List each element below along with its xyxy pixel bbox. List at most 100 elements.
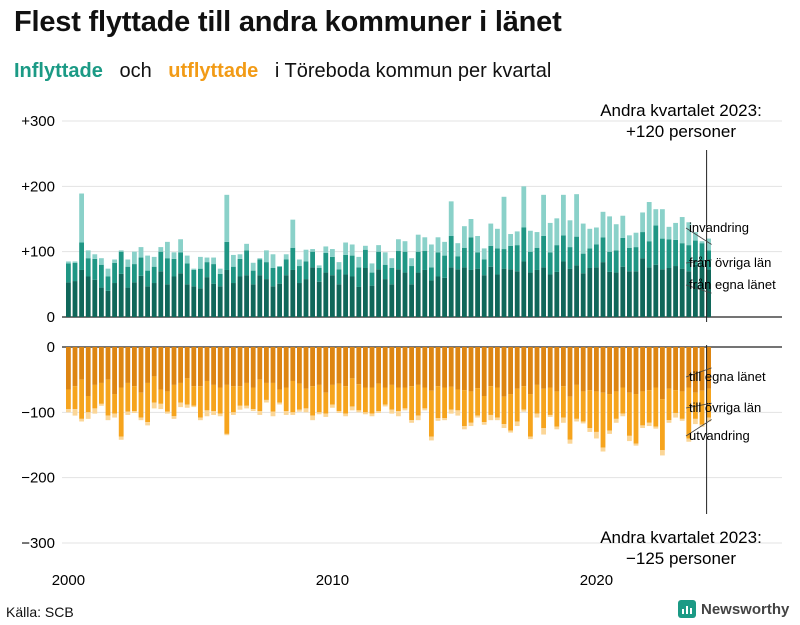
bar-outflow-utvandring xyxy=(554,426,560,430)
bar-outflow-utvandring xyxy=(85,412,91,419)
bar-inflow-fran-egna-lanet xyxy=(495,274,500,317)
bar-inflow-fran-ovriga-lan xyxy=(198,268,203,289)
bar-inflow-fran-egna-lanet xyxy=(132,282,137,317)
bar-inflow-fran-ovriga-lan xyxy=(72,262,78,282)
bar-outflow-utvandring xyxy=(237,405,243,410)
bar-inflow-fran-egna-lanet xyxy=(376,269,381,317)
bar-inflow-fran-egna-lanet xyxy=(316,281,322,317)
bar-outflow-utvandring xyxy=(646,422,652,427)
bar-inflow-fran-ovriga-lan xyxy=(627,247,632,272)
bar-outflow-utvandring xyxy=(270,411,276,417)
bar-outflow-utvandring xyxy=(158,403,164,410)
bar-outflow-utvandring xyxy=(462,426,467,430)
bar-inflow-fran-egna-lanet xyxy=(554,271,560,317)
bar-outflow-till-egna-lanet xyxy=(79,347,84,380)
bar-inflow-fran-egna-lanet xyxy=(633,271,639,317)
bar-outflow-till-ovriga-lan xyxy=(132,386,137,412)
bar-outflow-till-ovriga-lan xyxy=(138,392,144,418)
bar-outflow-utvandring xyxy=(277,402,282,405)
bar-inflow-fran-ovriga-lan xyxy=(541,235,546,268)
bar-inflow-invandring xyxy=(85,250,91,259)
x-axis-labels: 2000 2010 2020 xyxy=(52,572,613,589)
bar-outflow-till-egna-lanet xyxy=(382,347,388,388)
bar-outflow-till-ovriga-lan xyxy=(587,390,593,429)
bar-outflow-utvandring xyxy=(283,411,289,415)
bar-outflow-till-ovriga-lan xyxy=(706,388,711,418)
bar-outflow-utvandring xyxy=(198,417,203,421)
bar-outflow-utvandring xyxy=(297,409,302,412)
bar-inflow-fran-egna-lanet xyxy=(184,284,190,317)
bar-outflow-till-ovriga-lan xyxy=(204,380,210,411)
bar-inflow-invandring xyxy=(666,226,672,240)
bar-outflow-till-ovriga-lan xyxy=(171,384,177,417)
bar-inflow-invandring xyxy=(699,241,705,244)
bar-inflow-fran-egna-lanet xyxy=(211,283,216,317)
bar-inflow-fran-ovriga-lan xyxy=(283,259,289,276)
bar-inflow-fran-ovriga-lan xyxy=(422,251,428,270)
bar-outflow-till-ovriga-lan xyxy=(574,384,579,419)
bar-outflow-till-ovriga-lan xyxy=(349,378,355,407)
bar-inflow-invandring xyxy=(633,232,639,248)
bar-inflow-fran-ovriga-lan xyxy=(686,245,692,272)
bar-outflow-till-egna-lanet xyxy=(699,347,705,391)
bar-inflow-invandring xyxy=(270,254,276,268)
bar-outflow-till-egna-lanet xyxy=(501,347,507,397)
bar-outflow-till-ovriga-lan xyxy=(422,387,428,409)
bar-outflow-till-egna-lanet xyxy=(389,347,395,385)
bar-inflow-fran-egna-lanet xyxy=(99,287,104,317)
bar-outflow-utvandring xyxy=(257,411,263,415)
bar-outflow-till-ovriga-lan xyxy=(303,388,309,409)
bar-outflow-utvandring xyxy=(264,399,269,403)
bar-outflow-till-ovriga-lan xyxy=(666,388,672,421)
bar-inflow-fran-ovriga-lan xyxy=(290,247,296,270)
bar-outflow-utvandring xyxy=(66,409,71,413)
bar-outflow-till-egna-lanet xyxy=(316,347,322,385)
bar-outflow-till-egna-lanet xyxy=(660,347,665,400)
bar-inflow-invandring xyxy=(514,231,520,246)
bar-inflow-invandring xyxy=(224,194,230,242)
bar-outflow-utvandring xyxy=(660,450,665,456)
bar-outflow-till-ovriga-lan xyxy=(125,382,131,412)
bar-inflow-invandring xyxy=(363,245,368,250)
bar-inflow-fran-egna-lanet xyxy=(488,266,494,317)
bar-outflow-till-ovriga-lan xyxy=(627,392,632,436)
bar-inflow-invandring xyxy=(369,263,375,273)
bar-inflow-invandring xyxy=(547,222,553,253)
bar-inflow-fran-egna-lanet xyxy=(66,282,71,317)
bar-inflow-invandring xyxy=(382,252,388,265)
bar-outflow-till-egna-lanet xyxy=(118,347,124,388)
bar-inflow-fran-egna-lanet xyxy=(567,268,573,317)
bar-outflow-till-ovriga-lan xyxy=(600,392,606,448)
bar-inflow-invandring xyxy=(462,226,467,248)
bar-outflow-till-egna-lanet xyxy=(534,347,540,385)
bar-inflow-invandring xyxy=(580,223,586,254)
bar-inflow-invandring xyxy=(534,232,540,248)
bar-outflow-utvandring xyxy=(323,413,329,417)
bar-outflow-till-egna-lanet xyxy=(396,347,401,388)
bar-outflow-till-ovriga-lan xyxy=(475,388,480,416)
bar-inflow-fran-ovriga-lan xyxy=(587,248,593,268)
bar-inflow-fran-ovriga-lan xyxy=(442,255,447,278)
bar-outflow-till-ovriga-lan xyxy=(270,382,276,412)
bar-outflow-utvandring xyxy=(105,415,111,421)
bar-outflow-utvandring xyxy=(290,412,296,415)
bar-inflow-fran-egna-lanet xyxy=(323,272,329,317)
bar-outflow-utvandring xyxy=(495,417,500,421)
bar-outflow-till-egna-lanet xyxy=(349,347,355,379)
bar-outflow-till-ovriga-lan xyxy=(653,387,659,427)
bar-inflow-fran-ovriga-lan xyxy=(607,251,612,272)
bar-inflow-fran-ovriga-lan xyxy=(376,251,381,270)
bar-outflow-till-ovriga-lan xyxy=(567,396,573,440)
bar-outflow-till-egna-lanet xyxy=(409,347,414,387)
bar-outflow-utvandring xyxy=(541,428,546,435)
bar-inflow-fran-ovriga-lan xyxy=(600,237,606,263)
bar-inflow-fran-ovriga-lan xyxy=(455,256,461,270)
bar-outflow-utvandring xyxy=(706,417,711,422)
bar-outflow-till-ovriga-lan xyxy=(165,391,170,412)
bar-inflow-fran-ovriga-lan xyxy=(145,270,150,287)
gridlines xyxy=(62,120,782,544)
bar-outflow-utvandring xyxy=(442,418,447,421)
bar-inflow-fran-ovriga-lan xyxy=(310,251,315,268)
bar-inflow-fran-ovriga-lan xyxy=(316,268,322,282)
bar-outflow-till-egna-lanet xyxy=(198,347,203,387)
